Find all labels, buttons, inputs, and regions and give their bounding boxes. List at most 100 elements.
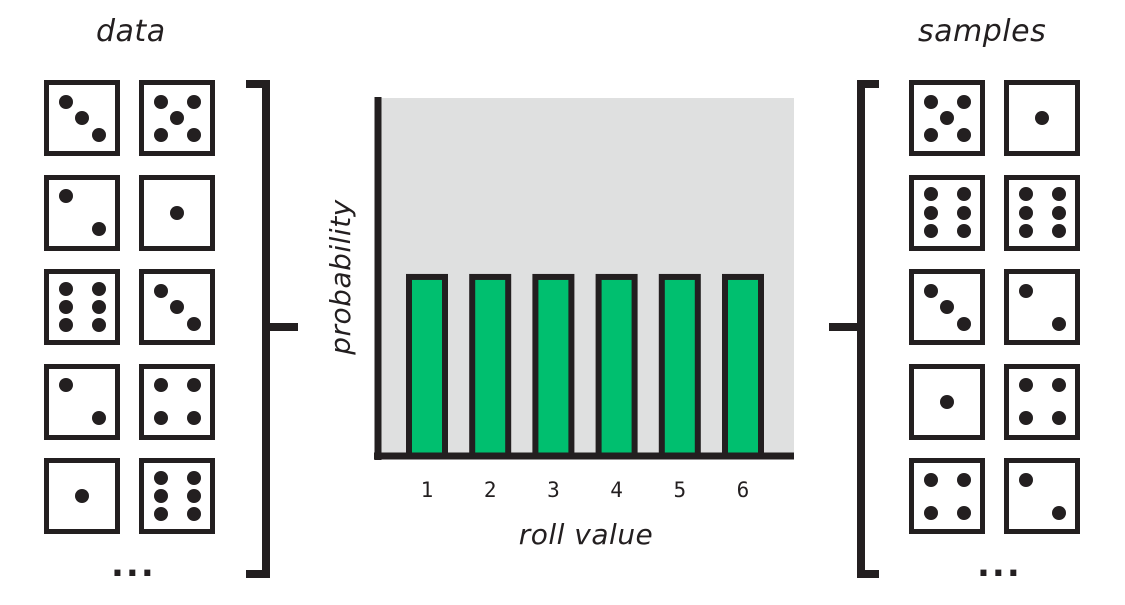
die-pip <box>91 300 106 314</box>
die-pip <box>153 127 168 142</box>
die-pip <box>956 316 971 331</box>
die-pip <box>940 300 954 314</box>
die-pip <box>75 111 89 125</box>
die-pip <box>923 205 938 220</box>
die-pip <box>186 94 201 109</box>
samples-ellipsis: ... <box>977 545 1022 585</box>
die-pip <box>58 189 73 203</box>
die-pip <box>58 94 73 109</box>
die-pip <box>91 127 106 142</box>
x-tick-label-1: 1 <box>421 478 434 502</box>
die-pip <box>956 505 971 520</box>
data-ellipsis: ... <box>111 545 156 585</box>
die-pip <box>75 489 89 503</box>
x-axis-label: roll value <box>519 518 654 551</box>
die-pip <box>956 127 971 142</box>
die-pip <box>58 281 73 296</box>
die-pip <box>1051 411 1066 425</box>
die-pip <box>956 472 971 487</box>
die-pip <box>58 378 73 392</box>
x-tick-label-3: 3 <box>547 478 560 502</box>
die-pip <box>923 505 938 520</box>
die-pip <box>940 111 954 125</box>
die-pip <box>1051 316 1066 331</box>
data-die-3 <box>44 80 120 156</box>
samples-dice-grid <box>909 80 1080 534</box>
die-pip <box>186 411 201 425</box>
bar-1 <box>406 273 448 459</box>
die-pip <box>923 187 938 202</box>
bar-3 <box>532 273 575 459</box>
die-pip <box>170 300 184 314</box>
sample-die-1 <box>909 363 985 440</box>
die-pip <box>1051 378 1066 392</box>
die-pip <box>956 205 971 220</box>
data-die-6 <box>44 269 120 345</box>
die-pip <box>956 223 971 238</box>
die-pip <box>186 316 201 331</box>
data-die-3 <box>139 269 215 345</box>
x-tick-label-5: 5 <box>673 478 686 502</box>
die-pip <box>186 489 201 503</box>
bar-4 <box>595 273 638 459</box>
die-pip <box>1051 205 1066 220</box>
die-pip <box>153 378 168 392</box>
bar-2 <box>469 273 512 459</box>
data-die-5 <box>139 80 215 156</box>
sample-die-5 <box>909 80 985 156</box>
data-die-1 <box>139 174 215 251</box>
die-pip <box>956 94 971 109</box>
die-pip <box>1018 411 1033 425</box>
die-pip <box>153 411 168 425</box>
die-pip <box>1018 187 1033 202</box>
die-pip <box>186 127 201 142</box>
die-pip <box>153 470 168 485</box>
die-pip <box>923 223 938 238</box>
die-pip <box>1051 505 1066 520</box>
bar-6 <box>722 273 764 459</box>
y-axis-label: probability <box>324 199 357 356</box>
x-tick-label-4: 4 <box>610 478 623 502</box>
samples-bracket <box>857 80 879 578</box>
data-die-6 <box>139 458 215 534</box>
data-die-4 <box>139 363 215 440</box>
die-pip <box>91 318 106 333</box>
sample-die-3 <box>909 269 985 345</box>
data-die-1 <box>44 458 120 534</box>
sample-die-2 <box>1004 269 1080 345</box>
data-die-2 <box>44 174 120 251</box>
die-pip <box>1018 205 1033 220</box>
data-die-2 <box>44 363 120 440</box>
die-pip <box>170 205 184 220</box>
die-pip <box>91 411 106 425</box>
sample-die-2 <box>1004 458 1080 534</box>
die-pip <box>940 394 954 409</box>
die-pip <box>1018 378 1033 392</box>
die-pip <box>923 472 938 487</box>
sample-die-6 <box>1004 174 1080 251</box>
die-pip <box>956 187 971 202</box>
die-pip <box>923 283 938 298</box>
die-pip <box>153 489 168 503</box>
die-pip <box>153 283 168 298</box>
die-pip <box>1035 111 1049 125</box>
x-tick-labels: 1 2 3 4 5 6 <box>421 478 750 502</box>
sample-die-1 <box>1004 80 1080 156</box>
die-pip <box>153 94 168 109</box>
x-tick-label-6: 6 <box>737 478 750 502</box>
sample-die-6 <box>909 174 985 251</box>
die-pip <box>1018 283 1033 298</box>
sample-die-4 <box>909 458 985 534</box>
die-pip <box>186 507 201 522</box>
die-pip <box>91 222 106 236</box>
die-pip <box>170 111 184 125</box>
die-pip <box>153 507 168 522</box>
die-pip <box>186 470 201 485</box>
die-pip <box>58 318 73 333</box>
die-pip <box>1051 223 1066 238</box>
die-pip <box>91 281 106 296</box>
data-dice-grid <box>44 80 215 534</box>
die-pip <box>58 300 73 314</box>
die-pip <box>1051 187 1066 202</box>
